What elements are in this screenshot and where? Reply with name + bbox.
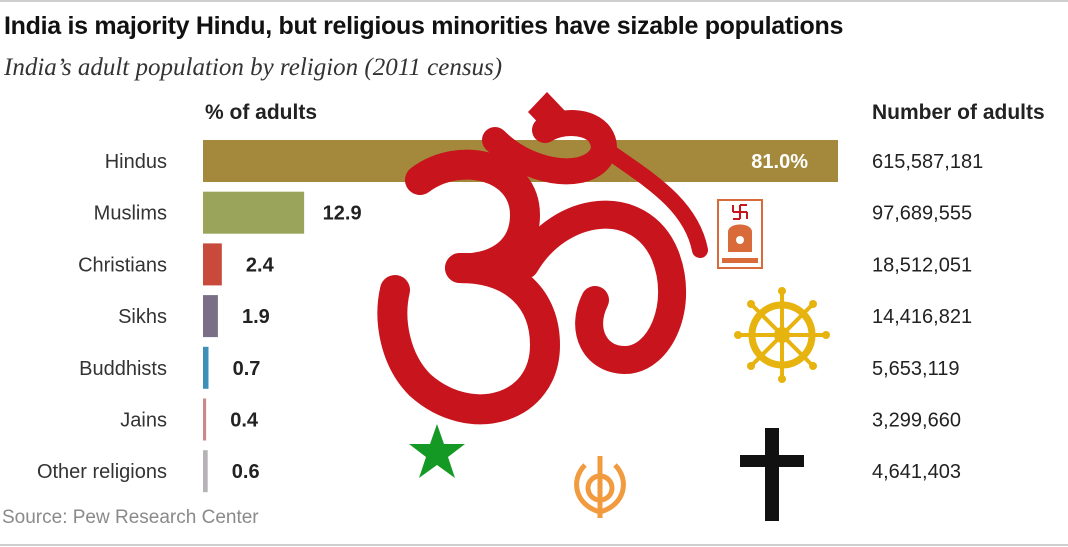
category-label: Hindus xyxy=(105,151,167,173)
count-label: 14,416,821 xyxy=(872,306,972,328)
bar-muslims xyxy=(203,191,305,234)
count-column-header: Number of adults xyxy=(872,101,1045,124)
category-label: Other religions xyxy=(37,461,167,483)
value-label: 2.4 xyxy=(246,254,275,276)
bar-jains xyxy=(203,398,207,441)
category-label: Buddhists xyxy=(79,358,167,380)
value-label: 0.6 xyxy=(232,461,260,483)
value-label: 0.4 xyxy=(230,410,259,432)
bottom-rule xyxy=(0,544,1068,546)
category-label: Jains xyxy=(120,410,167,432)
count-label: 4,641,403 xyxy=(872,461,961,483)
value-label: 0.7 xyxy=(233,358,261,380)
value-label: 1.9 xyxy=(242,306,270,328)
bar-buddhists xyxy=(203,346,209,389)
top-rule xyxy=(0,0,1068,2)
value-label: 81.0% xyxy=(751,151,808,173)
bar-christians xyxy=(203,243,222,286)
chart-title: India is majority Hindu, but religious m… xyxy=(4,12,844,40)
count-label: 5,653,119 xyxy=(872,358,960,380)
chart-subtitle: India’s adult population by religion (20… xyxy=(4,54,503,81)
category-label: Sikhs xyxy=(118,306,167,328)
bar-other-religions xyxy=(203,450,208,493)
category-label: Muslims xyxy=(94,203,167,225)
value-label: 12.9 xyxy=(323,203,362,225)
category-label: Christians xyxy=(78,254,167,276)
count-label: 97,689,555 xyxy=(872,203,972,225)
source-note: Source: Pew Research Center xyxy=(2,507,259,528)
bar-hindus xyxy=(203,140,838,182)
count-label: 615,587,181 xyxy=(872,151,983,173)
count-label: 18,512,051 xyxy=(872,254,972,276)
count-label: 3,299,660 xyxy=(872,410,961,432)
bar-sikhs xyxy=(203,295,218,338)
percent-column-header: % of adults xyxy=(205,101,318,124)
